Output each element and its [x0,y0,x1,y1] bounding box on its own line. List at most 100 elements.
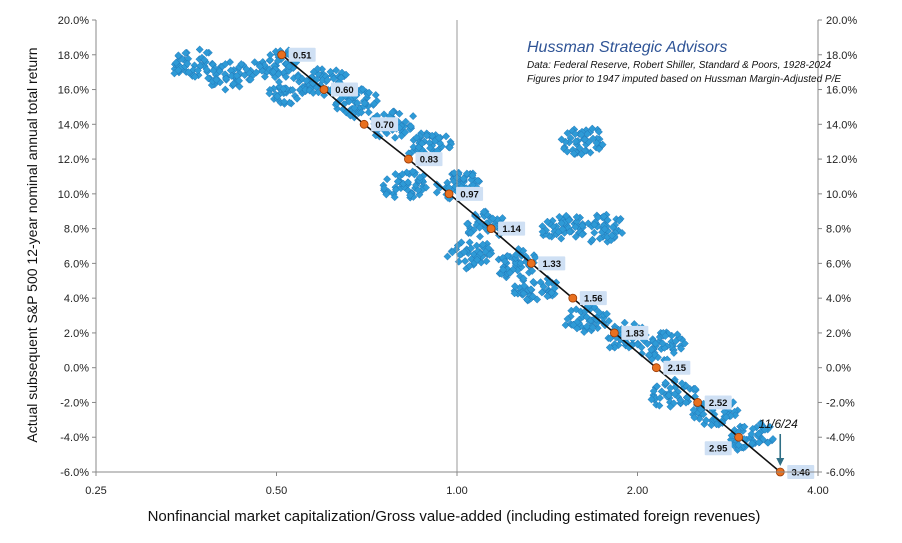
scatter-point [599,212,608,221]
y-tick-label-right-9: 2.0% [826,328,851,340]
scatter-point [365,88,374,97]
scatter-point [281,72,290,81]
scatter-point [309,88,318,97]
scatter-point [595,234,604,243]
scatter-point [620,318,629,327]
scatter-point [650,350,659,359]
scatter-point [445,143,454,152]
fit-label-box-7 [579,291,607,306]
fit-point-8 [609,328,619,338]
scatter-point [552,278,561,287]
scatter-point [712,420,721,429]
y-tick-label-left-0: 20.0% [58,15,89,27]
scatter-point [474,176,482,185]
scatter-point [555,212,564,221]
scatter-point [722,413,731,422]
y-tick-label-right-3: 14.0% [826,119,857,131]
scatter-point [519,274,528,283]
scatter-point [364,108,373,117]
scatter-point [202,65,211,74]
fit-label-box-4 [456,186,484,201]
y-tick-label-left-10: 0.0% [64,363,89,375]
y-tick-label-left-1: 18.0% [58,50,89,62]
scatter-point [275,77,283,86]
scatter-point [520,281,529,290]
scatter-point [269,67,278,76]
x-tick-label-4: 4.00 [807,485,828,497]
scatter-point [671,337,680,346]
fit-label-12: 3.46 [791,468,810,479]
scatter-point [557,234,566,243]
scatter-point [422,131,431,140]
scatter-point [748,439,757,448]
scatter-point [707,421,716,430]
scatter-point [215,67,224,76]
scatter-point [260,72,269,81]
scatter-point [280,97,289,106]
y-tick-label-left-2: 16.0% [58,85,89,97]
scatter-point [557,135,566,144]
scatter-point [172,58,181,67]
scatter-point [754,429,763,438]
scatter-point [661,378,670,387]
scatter-point [318,76,327,85]
fit-point-6 [526,258,536,268]
y-tick-label-right-5: 10.0% [826,189,857,201]
scatter-cluster-22 [726,419,777,454]
scatter-point [184,68,193,77]
y-tick-label-left-6: 8.0% [64,224,89,236]
fit-label-9: 2.15 [668,363,687,374]
scatter-point [409,112,418,121]
scatter-point [588,124,597,133]
scatter-point [195,45,204,54]
scatter-point [329,74,338,83]
scatter-point [595,308,604,317]
y-tick-label-right-0: 20.0% [826,15,857,27]
scatter-point [472,241,481,250]
scatter-point [592,139,601,147]
scatter-point [235,82,244,91]
fit-label-8: 1.83 [626,328,645,339]
scatter-point [678,379,686,388]
y-axis-title: Actual subsequent S&P 500 12-year nomina… [24,47,40,442]
fit-point-7 [568,293,578,303]
chart-title: Hussman Strategic Advisors [527,39,727,56]
scatter-point [740,422,749,431]
scatter-point [590,220,599,229]
scatter-point [582,312,591,321]
scatter-point [572,213,581,221]
y-tick-label-left-7: 6.0% [64,258,89,270]
fit-label-3: 0.83 [420,155,439,166]
scatter-point [604,317,613,325]
scatter-point [227,71,236,80]
fit-label-box-8 [621,325,649,340]
scatter-point [404,178,412,187]
scatter-point [465,262,474,271]
scatter-point [380,184,389,193]
scatter-point [607,231,616,240]
y-tick-label-left-5: 10.0% [58,189,89,201]
fit-label-10: 2.52 [709,398,728,409]
scatter-point [747,430,756,438]
y-tick-label-left-9: 2.0% [64,328,89,340]
scatter-point [191,72,199,81]
scatter-point [563,147,572,156]
scatter-point [680,339,689,348]
scatter-point [414,143,423,152]
scatter-point [563,129,572,138]
fit-point-0 [277,50,287,60]
scatter-point [544,279,553,288]
y-tick-label-left-4: 12.0% [58,154,89,166]
fit-label-box-10 [704,395,732,410]
scatter-point [265,89,274,98]
scatter-point [583,130,592,138]
scatter-point [543,217,552,226]
scatter-point [664,391,673,400]
scatter-point [588,235,597,244]
scatter-point [453,241,462,250]
scatter-point [350,104,359,113]
scatter-cluster-14 [538,211,587,243]
scatter-point [390,193,399,202]
scatter-point [547,288,556,297]
